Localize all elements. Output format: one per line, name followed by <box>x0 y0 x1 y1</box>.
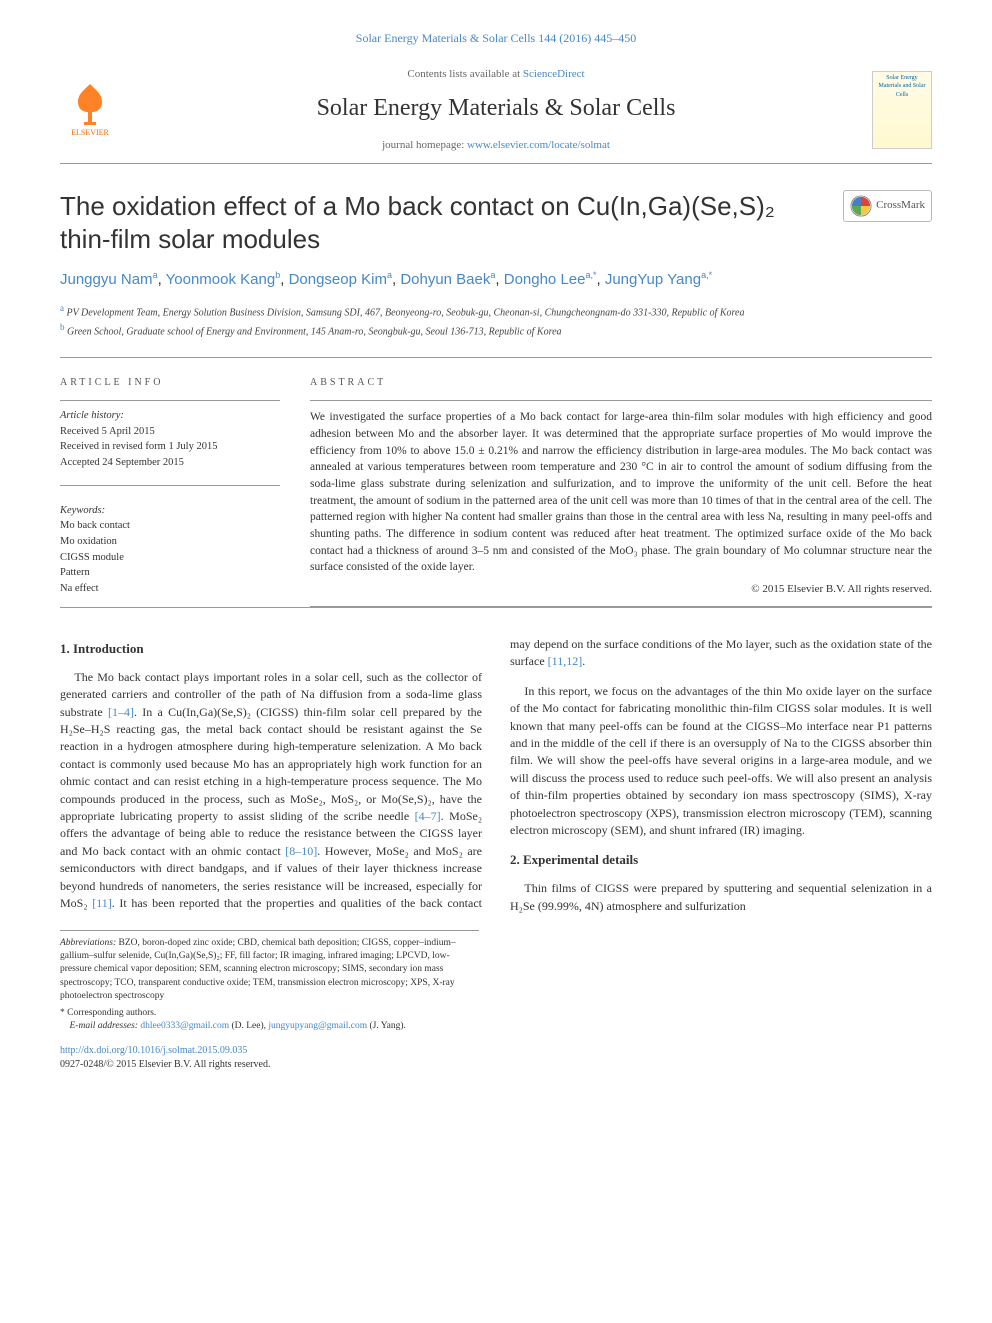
author-link[interactable]: Junggyu Nam <box>60 271 153 288</box>
author-link[interactable]: Dongho Lee <box>504 271 586 288</box>
journal-name: Solar Energy Materials & Solar Cells <box>120 92 872 126</box>
author-list: Junggyu Nama, Yoonmook Kangb, Dongseop K… <box>60 269 932 290</box>
citation-link[interactable]: [11,12] <box>548 654 583 668</box>
section-heading-experimental: 2. Experimental details <box>510 851 932 870</box>
author-link[interactable]: JungYup Yang <box>605 271 701 288</box>
crossmark-badge[interactable]: CrossMark <box>843 190 932 222</box>
divider <box>60 607 932 608</box>
citation-link[interactable]: [4–7] <box>415 809 441 823</box>
article-info-column: ARTICLE INFO Article history: Received 5… <box>60 376 280 607</box>
paragraph: Thin films of CIGSS were prepared by spu… <box>510 880 932 915</box>
journal-ref-link[interactable]: Solar Energy Materials & Solar Cells 144… <box>356 31 636 45</box>
elsevier-label: ELSEVIER <box>71 127 109 138</box>
publisher-header: ELSEVIER Contents lists available at Sci… <box>60 67 932 164</box>
paragraph: In this report, we focus on the advantag… <box>510 683 932 840</box>
body-text: 1. Introduction The Mo back contact play… <box>60 636 932 920</box>
author-link[interactable]: Dohyun Baek <box>400 271 490 288</box>
abstract-text: We investigated the surface properties o… <box>310 409 932 576</box>
keyword: Mo back contact <box>60 519 280 534</box>
affiliations: a PV Development Team, Energy Solution B… <box>60 302 932 339</box>
abstract-copyright: © 2015 Elsevier B.V. All rights reserved… <box>310 582 932 598</box>
section-heading-intro: 1. Introduction <box>60 640 482 659</box>
doi-link[interactable]: http://dx.doi.org/10.1016/j.solmat.2015.… <box>60 1045 247 1056</box>
divider <box>60 357 932 358</box>
corr-email-link[interactable]: dhlee0333@gmail.com <box>140 1021 229 1031</box>
article-info-heading: ARTICLE INFO <box>60 376 280 390</box>
corr-email-link[interactable]: jungyupyang@gmail.com <box>268 1021 367 1031</box>
journal-ref-header: Solar Energy Materials & Solar Cells 144… <box>60 30 932 47</box>
doi-block: http://dx.doi.org/10.1016/j.solmat.2015.… <box>60 1044 479 1072</box>
abstract-heading: ABSTRACT <box>310 376 932 391</box>
keyword: Pattern <box>60 566 280 581</box>
author-link[interactable]: Yoonmook Kang <box>166 271 276 288</box>
journal-cover-thumb: Solar Energy Materials and Solar Cells <box>872 71 932 149</box>
keyword: Na effect <box>60 582 280 597</box>
contents-line: Contents lists available at ScienceDirec… <box>120 67 872 82</box>
journal-homepage-link[interactable]: www.elsevier.com/locate/solmat <box>467 139 610 151</box>
sciencedirect-link[interactable]: ScienceDirect <box>523 68 585 80</box>
keyword: Mo oxidation <box>60 535 280 550</box>
elsevier-logo: ELSEVIER <box>60 75 120 145</box>
author-link[interactable]: Dongseop Kim <box>289 271 387 288</box>
crossmark-icon <box>850 195 872 217</box>
abstract-column: ABSTRACT We investigated the surface pro… <box>310 376 932 607</box>
citation-link[interactable]: [1–4] <box>108 705 134 719</box>
journal-homepage: journal homepage: www.elsevier.com/locat… <box>120 138 872 153</box>
keyword: CIGSS module <box>60 551 280 566</box>
footnotes: Abbreviations: BZO, boron-doped zinc oxi… <box>60 930 479 1034</box>
citation-link[interactable]: [11] <box>92 896 112 910</box>
elsevier-tree-icon <box>70 82 110 127</box>
citation-link[interactable]: [8–10] <box>285 844 317 858</box>
article-title: The oxidation effect of a Mo back contac… <box>60 190 831 255</box>
